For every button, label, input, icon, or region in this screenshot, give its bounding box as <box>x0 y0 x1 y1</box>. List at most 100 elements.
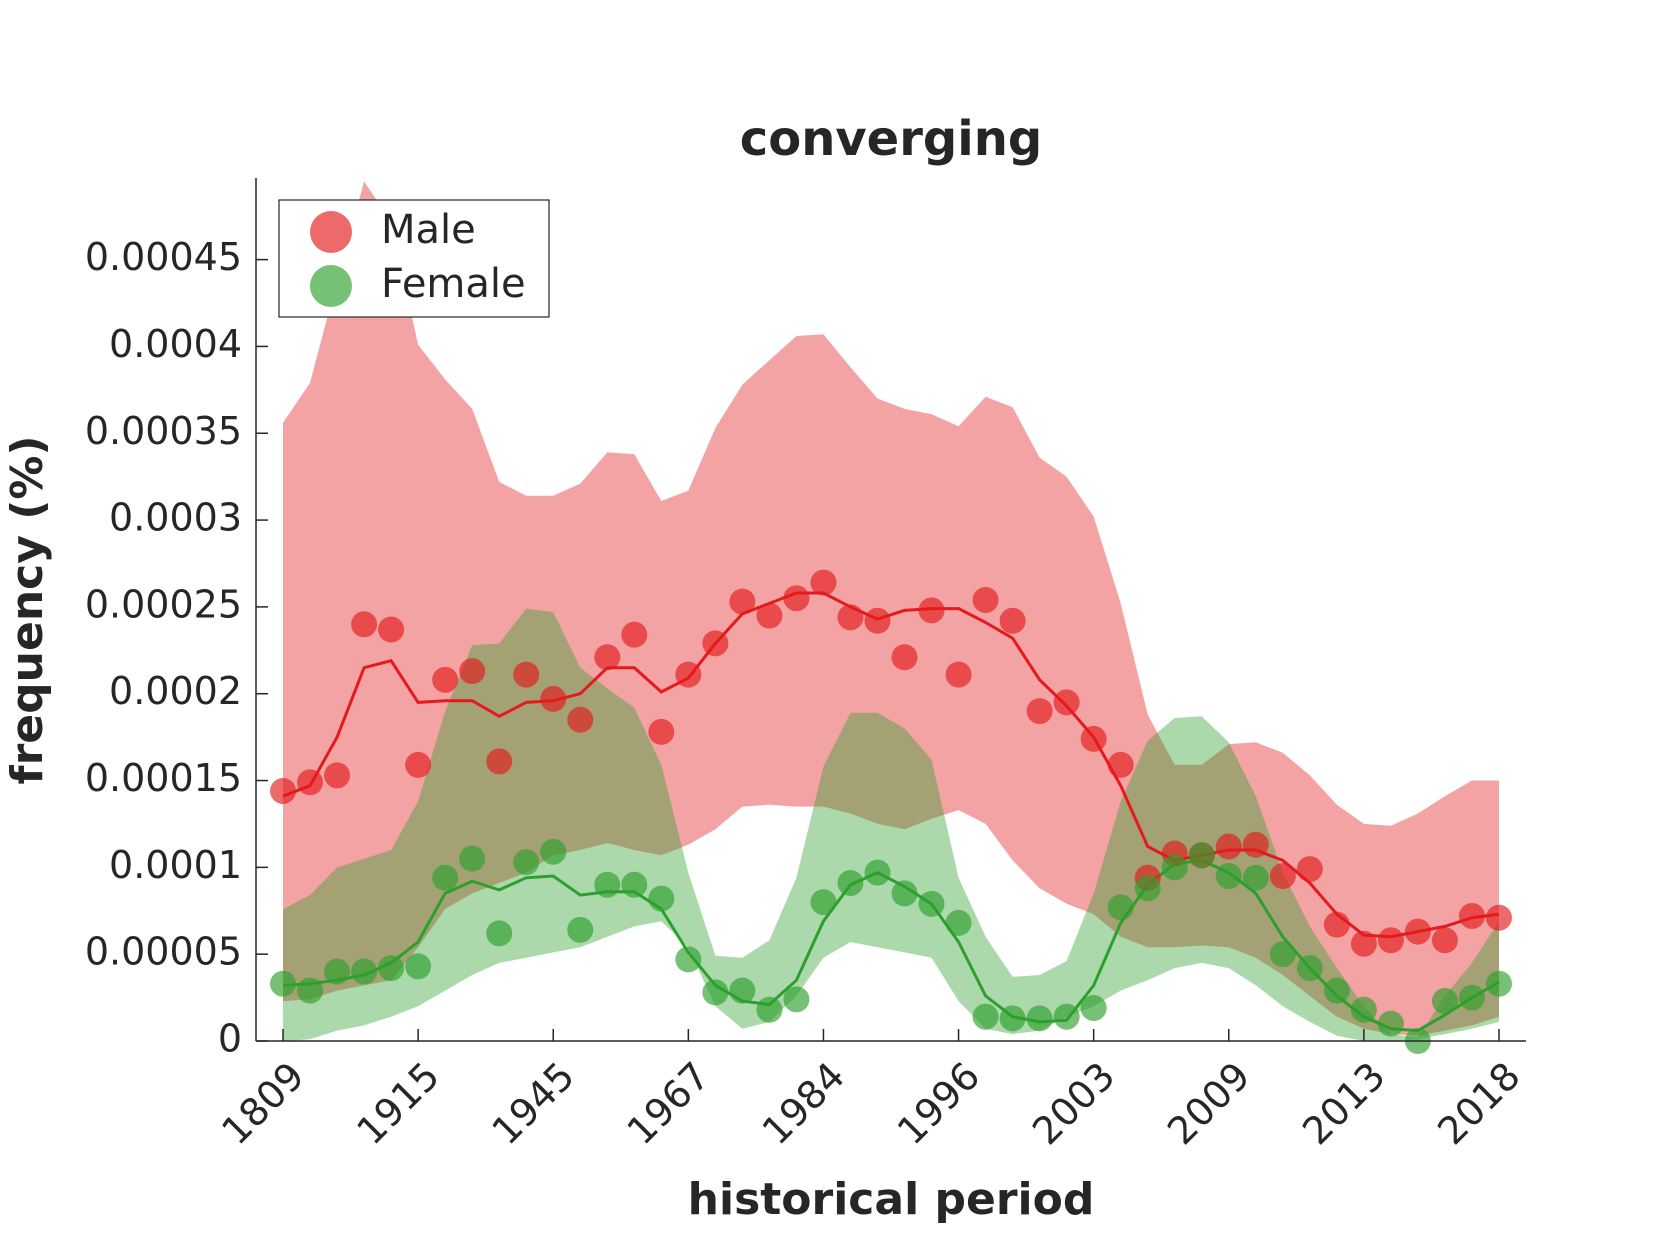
data-point <box>1296 856 1323 883</box>
data-point <box>1053 689 1080 716</box>
data-point <box>486 920 513 947</box>
data-point <box>702 979 729 1006</box>
data-point <box>1026 698 1053 725</box>
x-tick-label: 2003 <box>1024 1054 1124 1154</box>
data-point <box>1269 863 1296 890</box>
data-point <box>810 569 837 596</box>
data-point <box>1053 1003 1080 1030</box>
data-point <box>1269 941 1296 968</box>
data-point <box>1458 984 1485 1011</box>
data-point <box>783 585 810 612</box>
data-point <box>513 661 540 688</box>
data-point <box>1377 927 1404 954</box>
data-point <box>729 977 756 1004</box>
data-point <box>594 871 621 898</box>
data-point <box>270 777 297 804</box>
data-point <box>621 871 648 898</box>
y-tick-label: 0.00005 <box>85 930 242 974</box>
data-point <box>486 748 513 775</box>
legend-label: Male <box>381 207 476 253</box>
data-point <box>567 916 594 943</box>
data-point <box>648 718 675 745</box>
data-point <box>594 644 621 671</box>
data-point <box>945 909 972 936</box>
data-point <box>351 611 378 638</box>
data-point <box>1431 927 1458 954</box>
data-point <box>729 588 756 615</box>
data-point <box>351 958 378 985</box>
y-tick-label: 0.0002 <box>109 669 242 713</box>
legend-label: Female <box>381 261 526 307</box>
x-tick-label: 2009 <box>1159 1054 1259 1154</box>
data-point <box>1161 854 1188 881</box>
data-point <box>1107 751 1134 778</box>
data-point <box>1242 864 1269 891</box>
data-point <box>297 769 324 796</box>
data-point <box>1323 911 1350 938</box>
data-point <box>621 621 648 648</box>
data-point <box>513 849 540 876</box>
confidence-band <box>283 181 1499 1036</box>
data-point <box>540 838 567 865</box>
data-point <box>837 604 864 631</box>
data-point <box>1080 995 1107 1022</box>
legend: Male Female <box>278 199 550 318</box>
data-point <box>1458 902 1485 929</box>
x-tick-label: 1915 <box>348 1054 448 1154</box>
data-point <box>1377 1010 1404 1037</box>
data-point <box>945 661 972 688</box>
y-tick-label: 0.00025 <box>85 582 242 626</box>
x-tick-label: 2013 <box>1294 1054 1394 1154</box>
data-point <box>324 958 351 985</box>
data-point <box>999 607 1026 634</box>
data-point <box>1134 875 1161 902</box>
data-point <box>1026 1005 1053 1032</box>
data-point <box>432 666 459 693</box>
legend-marker <box>310 265 352 307</box>
trend-line <box>282 858 1500 1033</box>
data-point <box>1215 833 1242 860</box>
data-point <box>756 602 783 629</box>
y-tick-label: 0.0004 <box>109 322 242 366</box>
data-point <box>1431 988 1458 1015</box>
data-point <box>1323 977 1350 1004</box>
data-point <box>1485 970 1512 997</box>
y-tick-label: 0 <box>218 1017 242 1061</box>
data-point <box>972 586 999 613</box>
data-point <box>405 751 432 778</box>
y-tick-label: 0.0003 <box>109 496 242 540</box>
data-point <box>1350 996 1377 1023</box>
data-point <box>378 955 405 982</box>
data-point <box>783 986 810 1013</box>
data-point <box>459 845 486 872</box>
y-tick-label: 0.00015 <box>85 756 242 800</box>
y-tick-label: 0.0001 <box>109 843 242 887</box>
x-tick-label: 1984 <box>754 1054 854 1154</box>
data-point <box>1404 918 1431 945</box>
trend-line <box>282 591 1500 939</box>
data-point <box>891 644 918 671</box>
data-point <box>675 661 702 688</box>
data-point <box>864 859 891 886</box>
data-point <box>1485 904 1512 931</box>
y-axis-label: frequency (%) <box>2 435 53 784</box>
data-point <box>1215 863 1242 890</box>
data-point <box>1350 930 1377 957</box>
data-point <box>675 946 702 973</box>
chart-title: converging <box>740 111 1042 167</box>
data-point <box>432 864 459 891</box>
data-point <box>459 658 486 685</box>
x-tick-label: 2018 <box>1429 1054 1529 1154</box>
data-point <box>270 970 297 997</box>
data-point <box>378 616 405 643</box>
x-tick-label: 1809 <box>213 1054 313 1154</box>
data-point <box>837 869 864 896</box>
data-point <box>756 996 783 1023</box>
data-point <box>1296 955 1323 982</box>
data-point <box>297 977 324 1004</box>
data-point <box>702 630 729 657</box>
x-tick-label: 1967 <box>619 1054 719 1154</box>
data-point <box>999 1005 1026 1032</box>
data-point <box>1242 831 1269 858</box>
